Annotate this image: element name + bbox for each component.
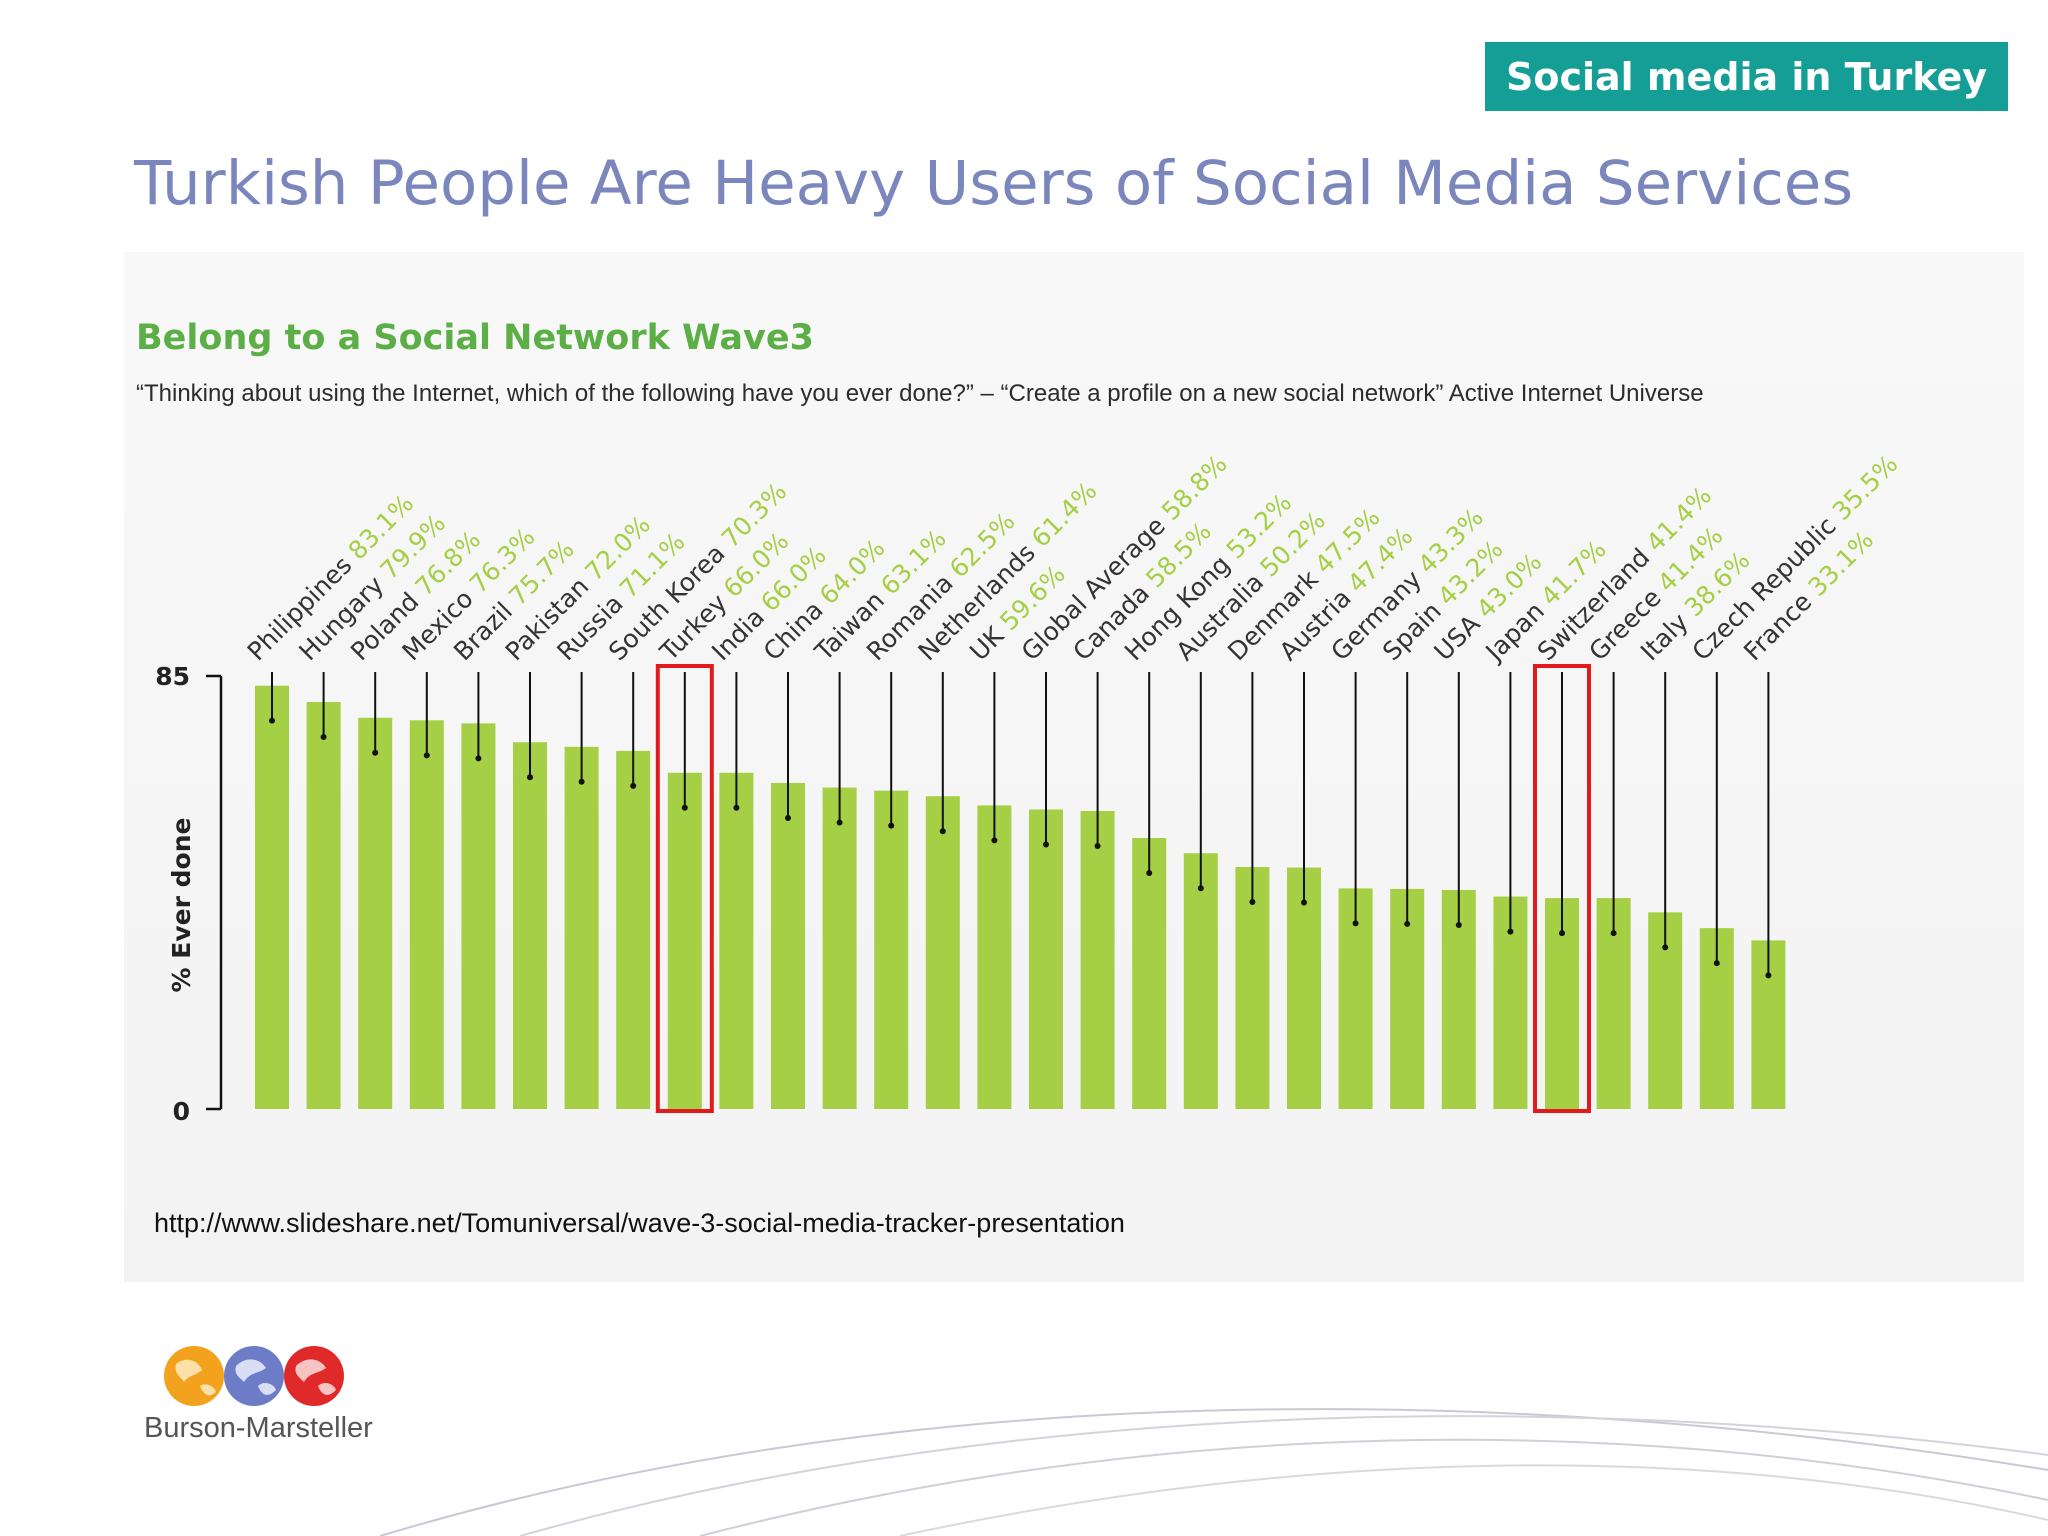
value-label: 61.4% [1026, 476, 1103, 553]
bar [358, 717, 393, 1109]
category-label: Czech Republic 35.5% [1687, 449, 1904, 666]
leader-dot [1507, 928, 1514, 935]
leader-dot [1765, 972, 1772, 979]
leader-dot [836, 819, 843, 826]
leader-dot [1404, 920, 1411, 927]
leader-dot [1455, 921, 1462, 928]
highlight-box [1533, 664, 1591, 1113]
leader-dot [578, 778, 585, 785]
bar [306, 701, 341, 1109]
category-labels: Philippines 83.1%Hungary 79.9%Poland 76.… [242, 449, 1904, 667]
bar [667, 772, 702, 1109]
leader-dot [475, 755, 482, 762]
leader-dot [320, 733, 327, 740]
bar [874, 790, 909, 1109]
leader-dot [1094, 842, 1101, 849]
y-axis-label: % Ever done [167, 818, 196, 993]
section-tag: Social media in Turkey [1485, 42, 2008, 111]
globe-icon [224, 1346, 284, 1406]
leader-dot [372, 749, 379, 756]
bar [616, 750, 651, 1109]
value-label: 58.8% [1156, 449, 1233, 526]
bars [255, 672, 1786, 1109]
bar [1029, 809, 1063, 1109]
globe-icon [284, 1346, 344, 1406]
bar [1235, 867, 1270, 1109]
y-axis: 85 0 % Ever done [155, 662, 223, 1126]
leader-dot [269, 717, 275, 724]
logo-wordmark: Burson-Marsteller [144, 1412, 373, 1444]
highlight-box [655, 664, 714, 1113]
leader-dot [888, 822, 895, 829]
bar [461, 723, 496, 1109]
leader-dot [1146, 869, 1153, 876]
leader-dot [1610, 930, 1617, 937]
leader-dot [1713, 960, 1720, 967]
highlights [655, 664, 1591, 1113]
bar [719, 772, 754, 1109]
source-link[interactable]: http://www.slideshare.net/Tomuniversal/w… [154, 1208, 1125, 1238]
chart-title: Belong to a Social Network Wave3 [136, 318, 814, 358]
leader-dot [1249, 899, 1256, 906]
y-tick-label-top: 85 [155, 662, 190, 691]
leader-dot [1352, 920, 1359, 927]
bar [409, 720, 444, 1109]
leader-dot [733, 804, 740, 811]
leader-dot [1197, 885, 1204, 892]
company-logo [164, 1346, 344, 1406]
bar [564, 746, 599, 1109]
bar [255, 685, 289, 1109]
leader-dot [630, 782, 637, 789]
bar [925, 796, 960, 1109]
leader-dot [991, 837, 998, 844]
leader-dot [1043, 841, 1049, 848]
bar [1080, 810, 1115, 1109]
bar [822, 787, 857, 1109]
bar [513, 742, 547, 1109]
leader-dot [939, 828, 946, 835]
bar [1132, 837, 1167, 1109]
leader-dot [785, 814, 791, 821]
bar [1183, 853, 1218, 1109]
chart-subtitle: “Thinking about using the Internet, whic… [136, 380, 1704, 407]
slide-title: Turkish People Are Heavy Users of Social… [134, 148, 1854, 219]
leader-dot [1301, 899, 1307, 906]
leader-dot [681, 804, 688, 811]
globe-icon [164, 1346, 224, 1406]
value-label: 35.5% [1827, 449, 1904, 526]
leader-dot [423, 752, 430, 759]
bar [1287, 867, 1321, 1109]
bar [771, 782, 805, 1109]
leader-dot [1559, 930, 1565, 937]
y-tick-label-bottom: 0 [173, 1097, 190, 1126]
leader-dot [1662, 944, 1669, 951]
leader-dot [527, 774, 533, 781]
bar [977, 805, 1012, 1109]
